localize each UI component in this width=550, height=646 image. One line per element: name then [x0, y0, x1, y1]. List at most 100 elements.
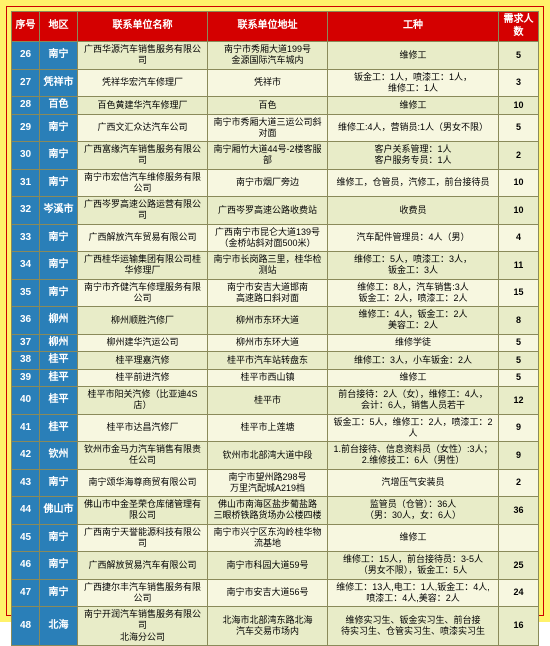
cell-job-type: 维修工：8人，汽车销售:3人钣金工：2人，喷漆工：2人	[328, 279, 499, 307]
cell-demand-count: 5	[499, 352, 539, 370]
table-row: 36柳州柳州顺胜汽修厂柳州市东环大道维修工：4人，钣金工：2人美容工：2人8	[12, 307, 539, 335]
table-row: 33南宁广西解放汽车贸易有限公司广西南宁市昆仑大道139号（金桥站斜对面500米…	[12, 224, 539, 252]
cell-address: 南宁市长岗路三里，桂华检测站	[208, 252, 328, 280]
cell-area: 岑溪市	[40, 197, 78, 225]
cell-seq: 42	[12, 442, 40, 470]
table-row: 34南宁广西桂华运输集团有限公司桂华修理厂南宁市长岗路三里，桂华检测站维修工：5…	[12, 252, 539, 280]
cell-area: 桂平	[40, 369, 78, 387]
table-row: 31南宁南宁市宏信汽车维修服务有限公司南宁市烟厂旁边维修工，仓管员，汽修工，前台…	[12, 169, 539, 197]
cell-company-name: 南宁市宏信汽车维修服务有限公司	[78, 169, 208, 197]
cell-demand-count: 15	[499, 279, 539, 307]
cell-company-name: 桂平市阳关汽修（比亚迪4S店）	[78, 387, 208, 415]
header-cell: 需求人数	[499, 12, 539, 42]
cell-job-type: 前台接待：2人（女），维修工：4人，会计：6人，销售人员若干	[328, 387, 499, 415]
cell-job-type: 汽增压气安装员	[328, 469, 499, 497]
cell-seq: 45	[12, 524, 40, 552]
cell-job-type: 维修工：3人，小车钣金：2人	[328, 352, 499, 370]
cell-demand-count: 5	[499, 114, 539, 142]
cell-area: 柳州	[40, 334, 78, 352]
cell-job-type: 维修学徒	[328, 334, 499, 352]
cell-seq: 41	[12, 414, 40, 442]
cell-area: 桂平	[40, 414, 78, 442]
cell-seq: 36	[12, 307, 40, 335]
table-row: 48北海南宁开润汽车销售服务有限公司北海分公司北海市北部湾东路北海汽车交易市场内…	[12, 607, 539, 646]
cell-seq: 26	[12, 42, 40, 70]
cell-job-type: 维修工	[328, 524, 499, 552]
cell-company-name: 广西解放汽车贸易有限公司	[78, 224, 208, 252]
cell-address: 钦州市北部湾大道中段	[208, 442, 328, 470]
cell-area: 南宁	[40, 142, 78, 170]
cell-seq: 27	[12, 69, 40, 97]
cell-area: 南宁	[40, 252, 78, 280]
cell-company-name: 广西华源汽车销售服务有限公司	[78, 42, 208, 70]
cell-seq: 32	[12, 197, 40, 225]
cell-area: 南宁	[40, 114, 78, 142]
cell-area: 南宁	[40, 42, 78, 70]
header-cell: 联系单位地址	[208, 12, 328, 42]
cell-company-name: 南宁颂华海尊商贸有限公司	[78, 469, 208, 497]
cell-job-type: 钣金工：1人，喷漆工：1人，维修工：1人	[328, 69, 499, 97]
cell-demand-count: 2	[499, 469, 539, 497]
cell-job-type: 维修工：4人，钣金工：2人美容工：2人	[328, 307, 499, 335]
cell-area: 北海	[40, 607, 78, 646]
cell-seq: 34	[12, 252, 40, 280]
cell-demand-count: 9	[499, 414, 539, 442]
cell-address: 百色	[208, 97, 328, 115]
cell-company-name: 柳州顺胜汽修厂	[78, 307, 208, 335]
cell-address: 凭祥市	[208, 69, 328, 97]
cell-company-name: 广西解放贸易汽车有限公司	[78, 552, 208, 580]
cell-address: 南宁市秀厢大道三运公司斜对面	[208, 114, 328, 142]
table-row: 39桂平桂平前进汽修桂平市西山镇维修工5	[12, 369, 539, 387]
cell-address: 柳州市东环大道	[208, 334, 328, 352]
cell-seq: 46	[12, 552, 40, 580]
cell-company-name: 广西捷尔丰汽车销售服务有限公司	[78, 579, 208, 607]
cell-area: 桂平	[40, 352, 78, 370]
cell-seq: 35	[12, 279, 40, 307]
cell-company-name: 钦州市金马力汽车销售有限责任公司	[78, 442, 208, 470]
cell-job-type: 监管员（仓管）：36人（男：30人，女：6人）	[328, 497, 499, 525]
cell-job-type: 客户关系管理：1人客户服务专员：1人	[328, 142, 499, 170]
table-row: 35南宁南宁市齐健汽车修理服务有限公司南宁市安吉大道邯南高速路口斜对面维修工：8…	[12, 279, 539, 307]
cell-area: 百色	[40, 97, 78, 115]
table-row: 40桂平桂平市阳关汽修（比亚迪4S店）桂平市前台接待：2人（女），维修工：4人，…	[12, 387, 539, 415]
cell-area: 柳州	[40, 307, 78, 335]
cell-company-name: 桂平市达昌汽修厂	[78, 414, 208, 442]
cell-demand-count: 24	[499, 579, 539, 607]
cell-seq: 40	[12, 387, 40, 415]
cell-address: 柳州市东环大道	[208, 307, 328, 335]
cell-demand-count: 10	[499, 97, 539, 115]
cell-seq: 28	[12, 97, 40, 115]
cell-demand-count: 2	[499, 142, 539, 170]
cell-demand-count: 10	[499, 197, 539, 225]
cell-address: 南宁市望州路298号万里汽配城A219档	[208, 469, 328, 497]
cell-seq: 37	[12, 334, 40, 352]
table-row: 41桂平桂平市达昌汽修厂桂平市上莲塘钣金工：5人，维修工：2人，喷漆工：2人9	[12, 414, 539, 442]
table-row: 26南宁广西华源汽车销售服务有限公司南宁市秀厢大道199号金源国际汽车城内维修工…	[12, 42, 539, 70]
cell-address: 桂平市	[208, 387, 328, 415]
cell-job-type: 维修实习生、钣金实习生、前台接待实习生、仓管实习生、喷漆实习生	[328, 607, 499, 646]
cell-address: 北海市北部湾东路北海汽车交易市场内	[208, 607, 328, 646]
header-cell: 工种	[328, 12, 499, 42]
cell-demand-count: 5	[499, 369, 539, 387]
cell-area: 南宁	[40, 579, 78, 607]
cell-demand-count	[499, 524, 539, 552]
cell-demand-count: 11	[499, 252, 539, 280]
cell-area: 南宁	[40, 224, 78, 252]
cell-company-name: 南宁市齐健汽车修理服务有限公司	[78, 279, 208, 307]
cell-address: 南宁市安吉大道56号	[208, 579, 328, 607]
table-row: 27凭祥市凭祥华宏汽车修理厂凭祥市钣金工：1人，喷漆工：1人，维修工：1人3	[12, 69, 539, 97]
table-row: 45南宁广西南宁天誉能源科技有限公司南宁市兴宁区东沟岭桂华物流基地维修工	[12, 524, 539, 552]
cell-demand-count: 3	[499, 69, 539, 97]
cell-address: 南宁市科园大道59号	[208, 552, 328, 580]
cell-address: 佛山市南海区盐步葡盐路三眼桥铁路货场办公楼四楼	[208, 497, 328, 525]
cell-seq: 29	[12, 114, 40, 142]
cell-company-name: 桂平理嘉汽修	[78, 352, 208, 370]
table-header: 序号地区联系单位名称联系单位地址工种需求人数	[12, 12, 539, 42]
header-cell: 地区	[40, 12, 78, 42]
cell-seq: 38	[12, 352, 40, 370]
cell-company-name: 广西南宁天誉能源科技有限公司	[78, 524, 208, 552]
table-row: 29南宁广西文汇众达汽车公司南宁市秀厢大道三运公司斜对面维修工:4人，营销员:1…	[12, 114, 539, 142]
cell-demand-count: 8	[499, 307, 539, 335]
cell-seq: 44	[12, 497, 40, 525]
cell-company-name: 佛山市中金圣荣仓库储管理有限公司	[78, 497, 208, 525]
